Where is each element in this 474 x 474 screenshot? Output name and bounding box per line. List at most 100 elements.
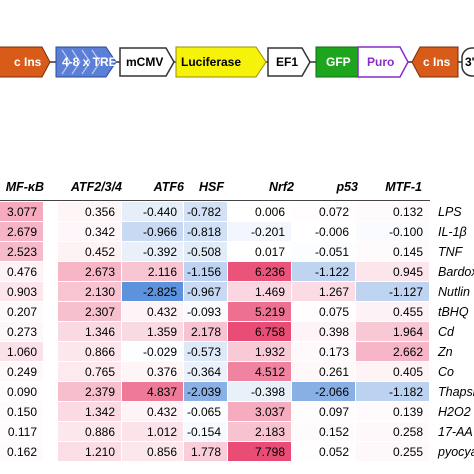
heatmap-cell: 1.778 <box>184 442 228 462</box>
heatmap-cell: -0.100 <box>356 222 430 242</box>
col-header-p53: p53 <box>336 180 358 194</box>
heatmap-cell: 0.866 <box>58 342 122 362</box>
heatmap-cell: 0.207 <box>0 302 44 322</box>
heatmap-cell: 7.798 <box>228 442 292 462</box>
cins-left-element: c Ins <box>0 46 51 78</box>
heatmap-cell: 1.964 <box>356 322 430 342</box>
heatmap-cell: 2.178 <box>184 322 228 342</box>
treatment-label: Bardox <box>438 265 474 279</box>
col-header-hsf: HSF <box>199 180 224 194</box>
tre-label: 4-8 x TRE <box>62 55 117 69</box>
heatmap-cell: 0.903 <box>0 282 44 302</box>
treatment-label: 17-AA <box>438 425 473 439</box>
cins-right-element: c Ins <box>411 46 459 78</box>
table-row: 0.117 0.886 1.012 -0.154 2.183 0.152 0.258 17-A… <box>0 422 474 442</box>
heatmap-cell: 0.432 <box>122 402 184 422</box>
col-header-nrf2: Nrf2 <box>268 180 294 194</box>
heatmap-cell: 0.162 <box>0 442 44 462</box>
mcmv-label: mCMV <box>126 55 163 69</box>
heatmap-cell: 2.673 <box>58 262 122 282</box>
heatmap-cell: 2.679 <box>0 222 44 242</box>
heatmap-cell: 5.219 <box>228 302 292 322</box>
heatmap-cell: 1.346 <box>58 322 122 342</box>
heatmap-header-row: MF-κB ATF2/3/4 ATF6 HSF Nrf2 p53 MTF-1 <box>0 178 474 198</box>
heatmap-cell: 6.758 <box>228 322 292 342</box>
puro-element: Puro <box>357 46 409 78</box>
heatmap-cell: 6.236 <box>228 262 292 282</box>
heatmap-cell: 0.139 <box>356 402 430 422</box>
heatmap-cell: -0.051 <box>292 242 356 262</box>
treatment-label: Zn <box>438 345 453 359</box>
heatmap-cell: 2.379 <box>58 382 122 402</box>
heatmap-cell: 0.455 <box>356 302 430 322</box>
heatmap-cell: 1.267 <box>292 282 356 302</box>
heatmap-cell: 0.452 <box>58 242 122 262</box>
heatmap-cell: 4.837 <box>122 382 184 402</box>
luciferase-element: Luciferase <box>175 46 267 78</box>
heatmap-cell: 0.258 <box>356 422 430 442</box>
ef1-element: EF1 <box>267 47 311 77</box>
cins-right-label: c Ins <box>423 55 451 69</box>
heatmap-cell: 1.060 <box>0 342 44 362</box>
heatmap-cell: -0.398 <box>228 382 292 402</box>
heatmap-cell: 0.090 <box>0 382 44 402</box>
heatmap-cell: 4.512 <box>228 362 292 382</box>
heatmap-cell: 0.006 <box>228 202 292 222</box>
heatmap-cell: 2.116 <box>122 262 184 282</box>
treatment-label: tBHQ <box>438 305 469 319</box>
table-row: 0.090 2.379 4.837 -2.039 -0.398 -2.066 -1.182 T… <box>0 382 474 402</box>
heatmap-cell: 0.150 <box>0 402 44 422</box>
heatmap-cell: -0.392 <box>122 242 184 262</box>
col-header-nfkb: MF-κB <box>5 180 44 194</box>
heatmap-cell: 2.523 <box>0 242 44 262</box>
heatmap-cell: 0.261 <box>292 362 356 382</box>
heatmap-cell: 0.342 <box>58 222 122 242</box>
heatmap-cell: -0.573 <box>184 342 228 362</box>
heatmap-cell: -0.818 <box>184 222 228 242</box>
treatment-label: Co <box>438 365 454 379</box>
treatment-label: TNF <box>438 245 463 259</box>
table-row: 2.523 0.452 -0.392 -0.508 0.017 -0.051 0.145 TN… <box>0 242 474 262</box>
heatmap-cell: 0.765 <box>58 362 122 382</box>
cins-left-label: c Ins <box>14 55 42 69</box>
table-row: 1.060 0.866 -0.029 -0.573 1.932 0.173 2.662 Zn <box>0 342 474 362</box>
heatmap-cell: 0.945 <box>356 262 430 282</box>
table-row: 0.207 2.307 0.432 -0.093 5.219 0.075 0.455 tBHQ <box>0 302 474 322</box>
gfp-element: GFP <box>315 46 359 78</box>
heatmap-cell: 2.662 <box>356 342 430 362</box>
heatmap-cell: 0.152 <box>292 422 356 442</box>
heatmap-cell: -2.039 <box>184 382 228 402</box>
heatmap-cell: 0.273 <box>0 322 44 342</box>
heatmap-cell: 0.356 <box>58 202 122 222</box>
heatmap-cell: 0.249 <box>0 362 44 382</box>
heatmap-cell: -2.066 <box>292 382 356 402</box>
col-header-atf234: ATF2/3/4 <box>70 180 122 194</box>
construct-diagram: c Ins 4-8 x TRE mCMV Luciferase EF1 GFP … <box>0 46 474 78</box>
treatment-label: pyocya <box>438 445 474 459</box>
heatmap-cell: 0.052 <box>292 442 356 462</box>
heatmap-cell: 1.932 <box>228 342 292 362</box>
heatmap-cell: 0.856 <box>122 442 184 462</box>
table-row: 0.476 2.673 2.116 -1.156 6.236 -1.122 0.945 Bar… <box>0 262 474 282</box>
heatmap-cell: -0.093 <box>184 302 228 322</box>
heatmap-cell: -1.127 <box>356 282 430 302</box>
heatmap-cell: -0.966 <box>122 222 184 242</box>
heatmap-cell: 0.145 <box>356 242 430 262</box>
heatmap-cell: 2.183 <box>228 422 292 442</box>
luciferase-label: Luciferase <box>181 55 241 69</box>
heatmap-cell: -2.825 <box>122 282 184 302</box>
heatmap-cell: -1.156 <box>184 262 228 282</box>
table-row: 0.162 1.210 0.856 1.778 7.798 0.052 0.255 pyocy… <box>0 442 474 462</box>
table-row: 0.273 1.346 1.359 2.178 6.758 0.398 1.964 Cd <box>0 322 474 342</box>
treatment-label: IL-1β <box>438 225 467 239</box>
heatmap-cell: 0.075 <box>292 302 356 322</box>
heatmap-cell: -0.508 <box>184 242 228 262</box>
heatmap-cell: -0.364 <box>184 362 228 382</box>
heatmap-cell: 1.012 <box>122 422 184 442</box>
heatmap-cell: 3.037 <box>228 402 292 422</box>
treatment-label: H2O2 <box>438 405 471 419</box>
tre-element: 4-8 x TRE <box>55 46 117 78</box>
table-row: 0.903 2.130 -2.825 -0.967 1.469 1.267 -1.127 Nu… <box>0 282 474 302</box>
heatmap-cell: -1.182 <box>356 382 430 402</box>
heatmap-cell: 1.469 <box>228 282 292 302</box>
